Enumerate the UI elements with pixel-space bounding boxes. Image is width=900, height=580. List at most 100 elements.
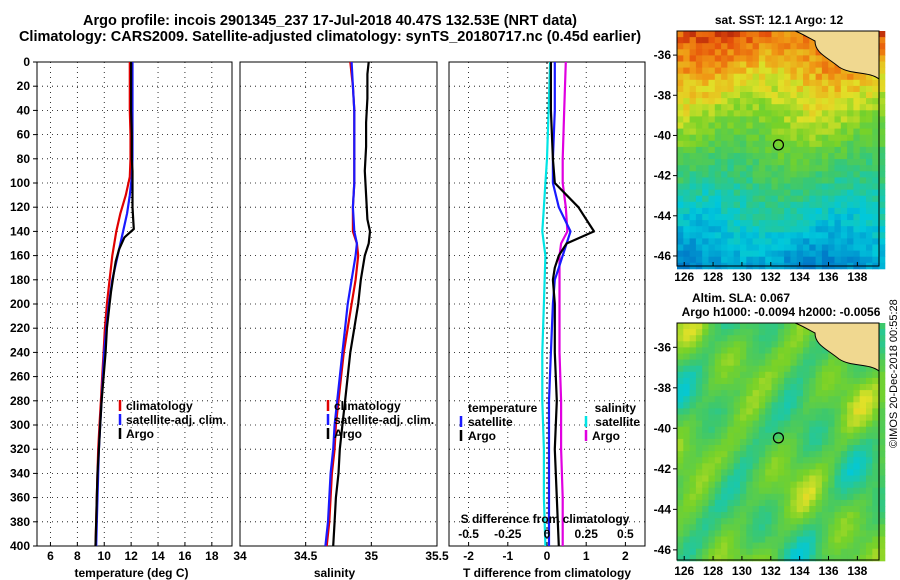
sla-map-cell xyxy=(689,499,697,507)
sla-map-cell xyxy=(784,359,791,367)
sst-map-cell xyxy=(859,73,867,81)
sst-map-cell xyxy=(740,134,747,142)
sla-map-cell xyxy=(821,530,829,537)
sst-map-cell xyxy=(803,98,810,105)
sst-map-cell xyxy=(878,207,886,215)
sla-map-cell xyxy=(859,365,867,373)
sst-map-cell xyxy=(683,146,690,154)
sst-map-cell xyxy=(866,201,873,209)
sla-map-cell xyxy=(847,548,854,556)
sst-map-cell xyxy=(765,61,772,68)
sla-map-cell xyxy=(746,469,753,476)
sla-map-cell xyxy=(866,451,873,458)
sla-map-cell xyxy=(683,451,690,458)
sst-map-cell xyxy=(796,73,804,81)
sla-map-cell xyxy=(721,377,728,385)
sst-map-cell xyxy=(727,55,735,62)
sla-map-cell xyxy=(740,542,747,550)
sla-map-cell xyxy=(821,438,829,446)
sst-map-cell xyxy=(708,214,716,221)
sla-map-cell xyxy=(727,365,735,373)
sla-map-cell xyxy=(784,530,791,537)
sla-map-cell xyxy=(803,451,810,458)
sst-map-cell xyxy=(872,146,879,154)
sst-map-cell xyxy=(840,110,848,117)
temperature-x-tick-label: 8 xyxy=(74,549,81,563)
sst-map-cell xyxy=(758,43,766,50)
sla-map-cell xyxy=(796,365,804,373)
sla-map-cell xyxy=(853,499,861,507)
sst-map-cell xyxy=(702,73,709,81)
sst-map-cell xyxy=(727,128,735,136)
sla-map-cell xyxy=(803,365,810,373)
sst-map-cell xyxy=(758,37,766,44)
sla-map-cell xyxy=(828,432,835,440)
sst-map-cell xyxy=(821,177,829,184)
sst-map-cell xyxy=(702,177,709,184)
sst-map-cell xyxy=(809,232,816,239)
sst-map-cell xyxy=(803,116,810,123)
sla-map-cell xyxy=(828,445,835,452)
sla-map-cell xyxy=(740,408,747,415)
sla-map-cell xyxy=(828,493,835,501)
sla-map-cell xyxy=(677,518,684,525)
sst-map-cell xyxy=(752,244,760,251)
sst-map-cell xyxy=(765,165,772,172)
sst-map-cell xyxy=(740,43,747,50)
sst-map-cell xyxy=(752,201,760,209)
sla-map-cell xyxy=(872,438,879,446)
sst-map-cell xyxy=(727,49,735,56)
sla-map-cell xyxy=(828,438,835,446)
sla-map-cell xyxy=(777,469,785,476)
sst-map-cell xyxy=(859,116,867,123)
sla-map-cell xyxy=(758,377,766,385)
sla-map-cell xyxy=(733,451,741,458)
depth-tick-label: 260 xyxy=(10,370,30,384)
sst-map-cell xyxy=(847,214,854,221)
sla-map-cell xyxy=(840,432,848,440)
sla-map-cell xyxy=(847,524,854,531)
sst-map-cell xyxy=(752,116,760,123)
sst-map-cell xyxy=(859,183,867,190)
sst-map-cell xyxy=(689,165,697,172)
sst-map-cell xyxy=(721,159,728,166)
sst-map-cell xyxy=(859,165,867,172)
sst-map-cell xyxy=(733,189,741,197)
sst-map-cell xyxy=(689,79,697,87)
sla-map-cell xyxy=(859,426,867,434)
sst-map-cell xyxy=(721,220,728,227)
sst-map-cell xyxy=(677,73,684,81)
sst-map-y-tick-label: -42 xyxy=(654,169,672,183)
sst-map-cell xyxy=(752,177,760,184)
sla-map-cell xyxy=(872,512,879,519)
sst-map-cell xyxy=(765,238,772,245)
sla-map-cell xyxy=(708,481,716,489)
salinity-x-tick-label: 35.5 xyxy=(425,549,449,563)
sst-map-cell xyxy=(796,98,804,105)
sst-map-cell xyxy=(695,61,703,68)
sla-map-cell xyxy=(733,542,741,550)
sst-map-cell xyxy=(815,195,823,203)
sst-map-cell xyxy=(740,67,747,75)
sla-map-cell xyxy=(765,554,772,562)
sst-map-cell xyxy=(821,189,829,197)
sst-map-cell xyxy=(771,226,779,233)
sst-map-cell xyxy=(866,177,873,184)
sst-map-cell xyxy=(702,61,709,68)
sst-map-cell xyxy=(727,104,735,111)
sst-map-cell xyxy=(828,128,835,136)
sla-map-cell xyxy=(853,457,861,464)
sst-map-cell xyxy=(847,140,854,148)
sst-map-cell xyxy=(758,49,766,56)
sla-map-cell xyxy=(714,554,722,562)
sla-map-cell xyxy=(828,487,835,495)
sst-map-cell xyxy=(752,220,760,227)
sst-map-cell xyxy=(702,207,709,215)
sst-map-cell xyxy=(695,55,703,62)
sst-map-cell xyxy=(746,55,753,62)
sla-map-cell xyxy=(714,408,722,415)
sst-map-cell xyxy=(878,61,886,68)
sst-map-cell xyxy=(733,104,741,111)
sst-map-cell xyxy=(834,189,842,197)
sst-map-cell xyxy=(695,79,703,87)
